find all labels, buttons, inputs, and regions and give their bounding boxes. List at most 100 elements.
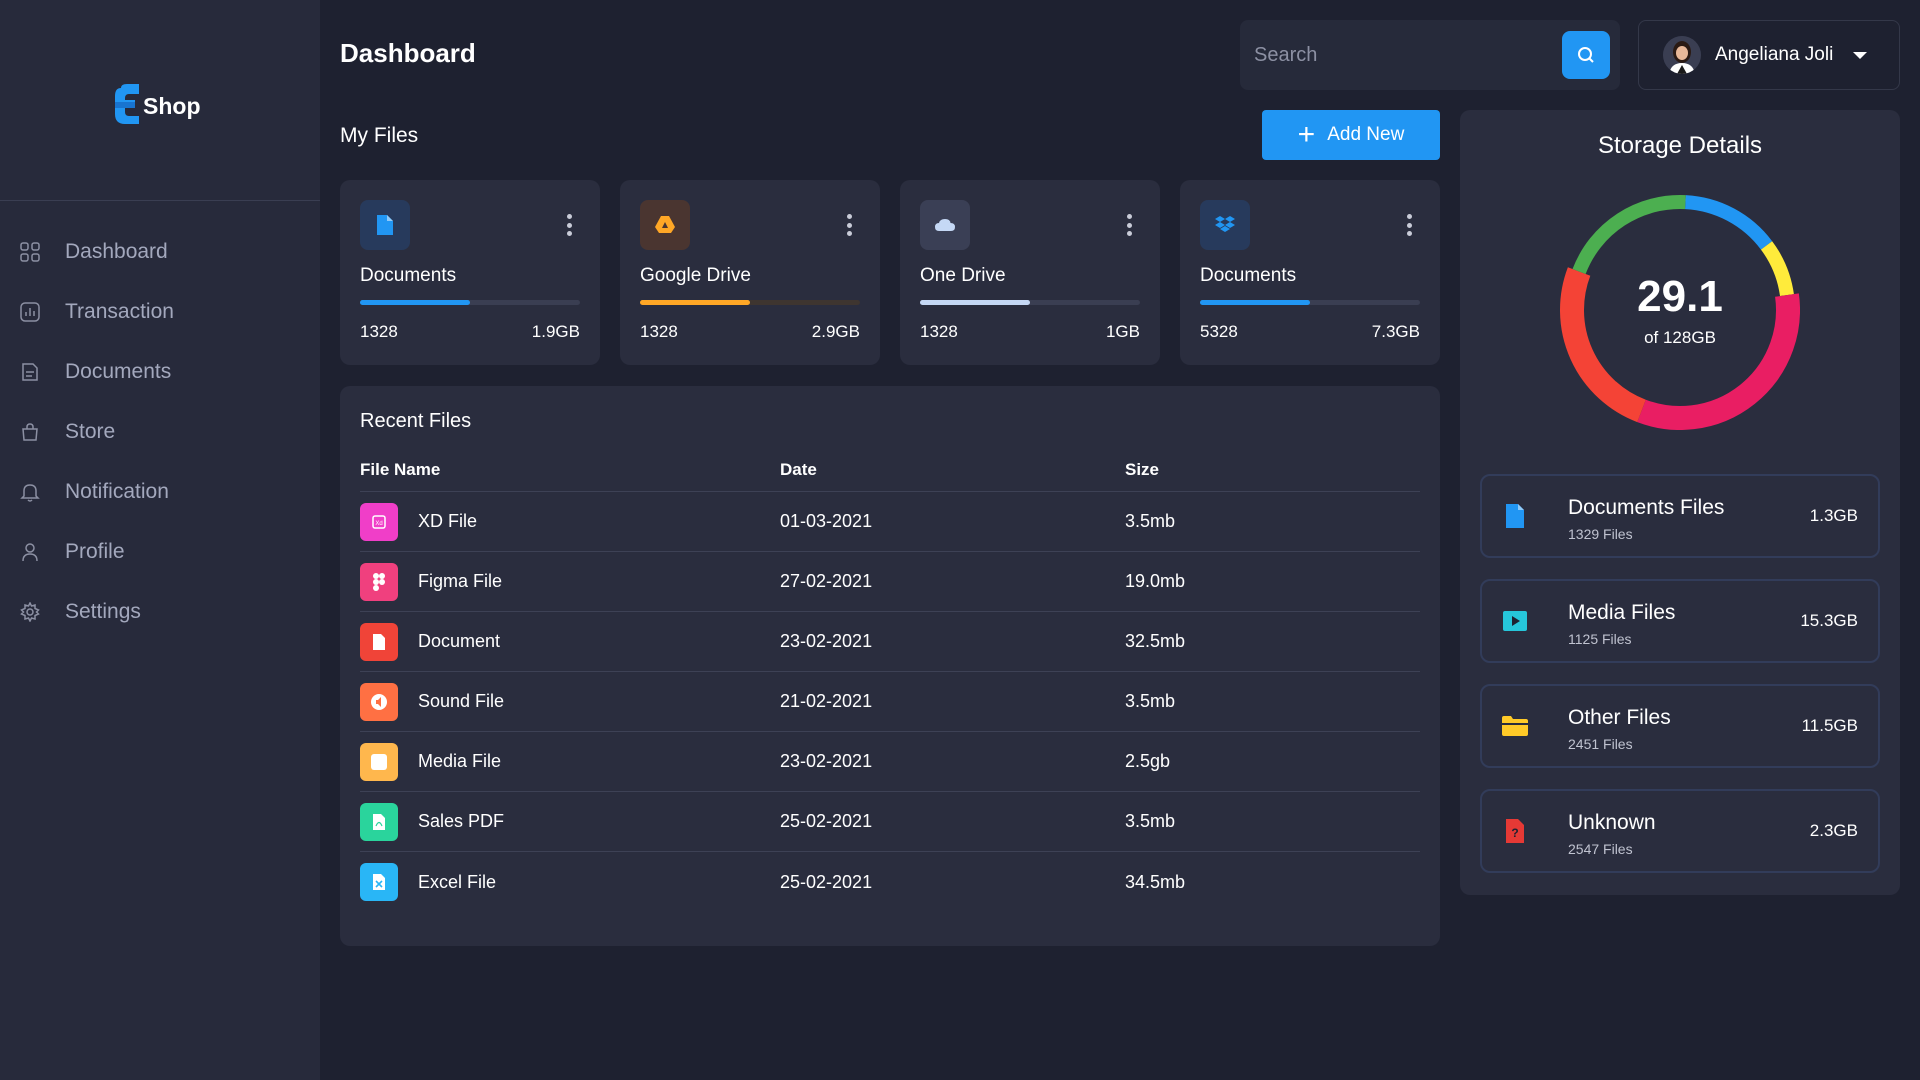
table-row[interactable]: Excel File 25-02-2021 34.5mb bbox=[360, 852, 1420, 912]
storage-category-documents[interactable]: Documents Files 1329 Files 1.3GB bbox=[1480, 474, 1880, 558]
pdf-icon bbox=[360, 802, 398, 841]
card-progress-fill bbox=[920, 300, 1030, 305]
table-row[interactable]: Sales PDF 25-02-2021 3.5mb bbox=[360, 792, 1420, 852]
card-name: Documents bbox=[1200, 265, 1297, 286]
table-row[interactable]: Document 23-02-2021 32.5mb bbox=[360, 612, 1420, 672]
card-progress bbox=[1200, 300, 1420, 305]
table-row[interactable]: Media File 23-02-2021 2.5gb bbox=[360, 732, 1420, 792]
column-header-file-name[interactable]: File Name bbox=[360, 459, 441, 479]
file-date: 25-02-2021 bbox=[780, 811, 873, 831]
search-button[interactable] bbox=[1562, 31, 1610, 79]
storage-category-other[interactable]: Other Files 2451 Files 11.5GB bbox=[1480, 684, 1880, 768]
excel-icon bbox=[360, 863, 398, 901]
sidebar-item-label: Store bbox=[65, 420, 116, 443]
sidebar-item-label: Settings bbox=[65, 600, 141, 623]
sidebar-item-profile[interactable]: Profile bbox=[0, 522, 320, 582]
more-options-icon[interactable] bbox=[846, 214, 852, 236]
card-size: 1.9GB bbox=[531, 322, 580, 341]
file-size: 32.5mb bbox=[1125, 631, 1186, 651]
column-header-date[interactable]: Date bbox=[780, 459, 817, 479]
category-name: Media Files bbox=[1568, 601, 1676, 624]
card-file-count: 5328 bbox=[1200, 322, 1238, 341]
xd-file-icon: Xd bbox=[360, 502, 398, 541]
card-progress-fill bbox=[1200, 300, 1310, 305]
document-icon bbox=[360, 622, 398, 661]
more-options-icon[interactable] bbox=[1126, 214, 1132, 236]
table-header: File Name Date Size bbox=[360, 448, 1420, 492]
sound-icon bbox=[360, 682, 398, 721]
storage-card-dropbox[interactable]: Documents 5328 7.3GB bbox=[1180, 180, 1440, 365]
sidebar-item-store[interactable]: Store bbox=[0, 402, 320, 462]
sidebar-item-documents[interactable]: Documents bbox=[0, 342, 320, 402]
category-name: Unknown bbox=[1568, 811, 1656, 834]
search-icon bbox=[1576, 45, 1596, 65]
logo-icon bbox=[115, 84, 141, 124]
media-play-icon bbox=[1502, 608, 1528, 634]
user-menu[interactable]: Angeliana Joli bbox=[1638, 20, 1900, 90]
file-size: 3.5mb bbox=[1125, 811, 1176, 831]
cloud-icon bbox=[920, 200, 970, 250]
storage-title: Storage Details bbox=[1597, 132, 1763, 159]
file-name: Excel File bbox=[418, 871, 497, 892]
sidebar-item-notification[interactable]: Notification bbox=[0, 462, 320, 522]
card-size: 1GB bbox=[1105, 322, 1140, 341]
chevron-down-icon bbox=[1853, 51, 1868, 59]
file-size: 34.5mb bbox=[1125, 871, 1186, 892]
gear-icon bbox=[20, 602, 40, 622]
storage-category-unknown[interactable]: ? Unknown 2547 Files 2.3GB bbox=[1480, 789, 1880, 873]
avatar bbox=[1663, 36, 1701, 74]
card-file-count: 1328 bbox=[360, 322, 398, 341]
sidebar-item-label: Documents bbox=[65, 360, 172, 383]
category-name: Documents Files bbox=[1568, 496, 1725, 519]
chart-icon bbox=[20, 302, 40, 322]
file-name: Figma File bbox=[418, 571, 503, 591]
file-name: Sound File bbox=[418, 691, 505, 711]
card-size: 7.3GB bbox=[1371, 322, 1420, 341]
file-name: XD File bbox=[418, 511, 478, 531]
search-bar bbox=[1240, 20, 1620, 90]
file-size: 19.0mb bbox=[1125, 571, 1186, 591]
card-progress bbox=[920, 300, 1140, 305]
donut-segment bbox=[1560, 267, 1647, 423]
sidebar-item-label: Transaction bbox=[65, 300, 174, 323]
card-progress bbox=[640, 300, 860, 305]
card-progress bbox=[360, 300, 580, 305]
category-file-count: 1329 Files bbox=[1568, 526, 1633, 542]
sidebar-item-label: Profile bbox=[65, 540, 125, 563]
my-files-title: My Files bbox=[340, 124, 419, 147]
sidebar-item-settings[interactable]: Settings bbox=[0, 582, 320, 642]
sidebar: Shop Dashboard Transaction Documents Sto bbox=[0, 0, 320, 1080]
card-name: Documents bbox=[360, 265, 457, 286]
category-name: Other Files bbox=[1568, 706, 1671, 729]
table-row[interactable]: Figma File 27-02-2021 19.0mb bbox=[360, 552, 1420, 612]
card-progress-fill bbox=[360, 300, 470, 305]
file-name: Media File bbox=[418, 751, 502, 771]
category-file-count: 2547 Files bbox=[1568, 841, 1633, 857]
category-size: 15.3GB bbox=[1800, 611, 1858, 630]
storage-category-media[interactable]: Media Files 1125 Files 15.3GB bbox=[1480, 579, 1880, 663]
bag-icon bbox=[20, 422, 40, 442]
more-options-icon[interactable] bbox=[1406, 214, 1412, 236]
more-options-icon[interactable] bbox=[566, 214, 572, 236]
user-icon bbox=[20, 542, 40, 562]
file-size: 3.5mb bbox=[1125, 511, 1176, 531]
add-new-button[interactable]: + Add New bbox=[1262, 110, 1440, 160]
column-header-size[interactable]: Size bbox=[1125, 459, 1160, 479]
storage-card-documents[interactable]: Documents 1328 1.9GB bbox=[340, 180, 600, 365]
figma-icon bbox=[360, 562, 398, 601]
media-icon bbox=[360, 742, 398, 781]
storage-card-google-drive[interactable]: Google Drive 1328 2.9GB bbox=[620, 180, 880, 365]
plus-icon: + bbox=[1297, 118, 1316, 151]
search-input[interactable] bbox=[1240, 43, 1562, 67]
table-row[interactable]: Sound File 21-02-2021 3.5mb bbox=[360, 672, 1420, 732]
card-size: 2.9GB bbox=[811, 322, 860, 341]
storage-card-one-drive[interactable]: One Drive 1328 1GB bbox=[900, 180, 1160, 365]
sidebar-item-dashboard[interactable]: Dashboard bbox=[0, 222, 320, 282]
table-row[interactable]: Xd XD File 01-03-2021 3.5mb bbox=[360, 492, 1420, 552]
donut-segment bbox=[1684, 195, 1773, 250]
folder-icon bbox=[1502, 713, 1528, 739]
file-size: 2.5gb bbox=[1125, 751, 1171, 771]
google-drive-icon bbox=[640, 200, 690, 250]
logo[interactable]: Shop bbox=[115, 84, 201, 124]
sidebar-item-transaction[interactable]: Transaction bbox=[0, 282, 320, 342]
